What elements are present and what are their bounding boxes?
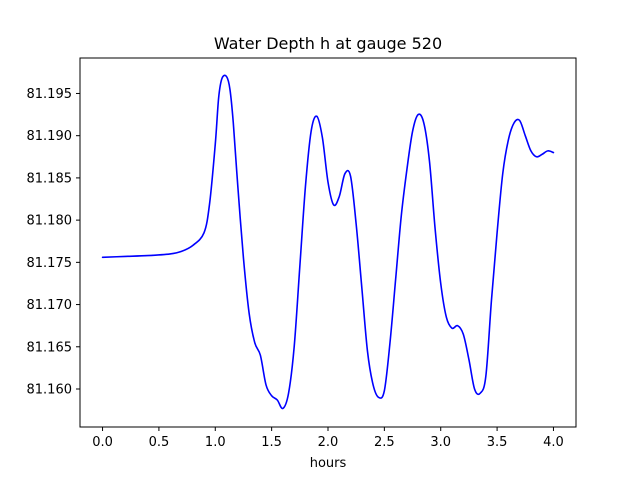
x-tick-label: 3.5 xyxy=(487,435,508,450)
x-axis: 0.0 0.5 1.0 1.5 2.0 2.5 3.0 3.5 4.0 xyxy=(92,427,564,450)
x-tick-label: 0.5 xyxy=(149,435,170,450)
chart-title: Water Depth h at gauge 520 xyxy=(214,34,442,53)
x-tick-label: 2.0 xyxy=(318,435,339,450)
y-tick-label: 81.180 xyxy=(27,214,73,229)
y-tick-label: 81.190 xyxy=(27,129,73,144)
water-depth-series-line xyxy=(101,74,555,410)
plot-frame xyxy=(79,57,577,428)
x-tick-label: 1.0 xyxy=(205,435,226,450)
y-tick-label: 81.175 xyxy=(27,256,73,271)
y-tick-label: 81.165 xyxy=(27,340,73,355)
y-axis: 81.160 81.165 81.170 81.175 81.180 81.185 81.1… xyxy=(27,87,80,398)
y-tick-label: 81.185 xyxy=(27,171,73,186)
plot-area xyxy=(79,57,577,428)
x-tick-label: 4.0 xyxy=(543,435,564,450)
x-tick-label: 0.0 xyxy=(92,435,113,450)
x-tick-label: 3.0 xyxy=(430,435,451,450)
x-tick-label: 1.5 xyxy=(261,435,282,450)
y-tick-label: 81.160 xyxy=(27,383,73,398)
y-tick-label: 81.195 xyxy=(27,87,73,102)
x-tick-label: 2.5 xyxy=(374,435,395,450)
y-tick-label: 81.170 xyxy=(27,298,73,313)
x-axis-label: hours xyxy=(310,456,347,471)
